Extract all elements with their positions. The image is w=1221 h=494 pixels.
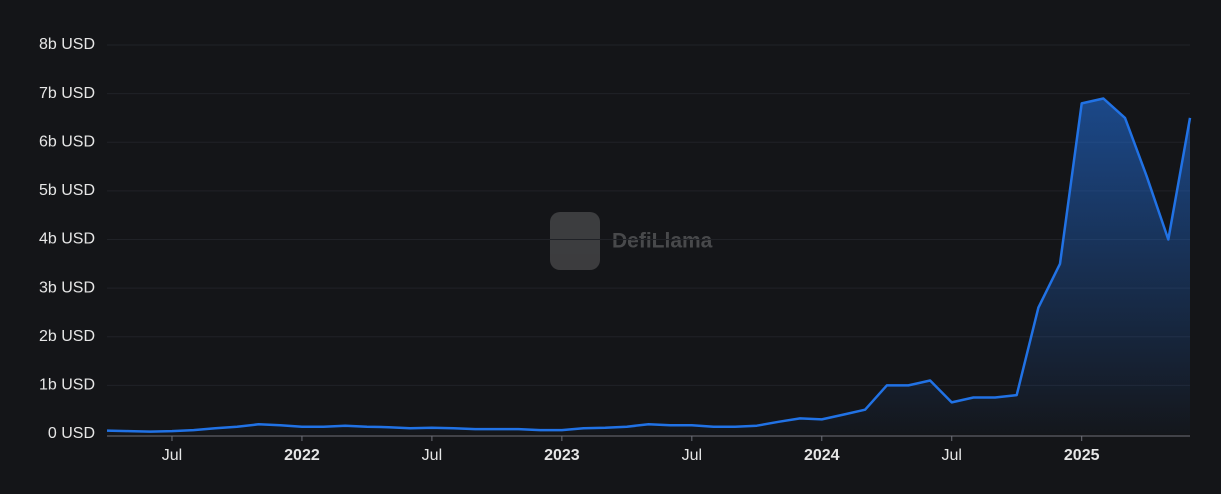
y-tick-label: 6b USD bbox=[39, 133, 95, 150]
x-tick-label: 2025 bbox=[1064, 447, 1100, 464]
y-tick-label: 7b USD bbox=[39, 85, 95, 102]
x-tick-label: 2022 bbox=[284, 447, 320, 464]
y-tick-label: 0 USD bbox=[48, 425, 95, 442]
watermark-logo bbox=[550, 212, 600, 270]
x-tick-label: 2024 bbox=[804, 447, 840, 464]
x-tick-label: Jul bbox=[422, 447, 442, 464]
y-tick-label: 1b USD bbox=[39, 377, 95, 394]
y-tick-label: 2b USD bbox=[39, 328, 95, 345]
area-fill bbox=[107, 98, 1190, 434]
watermark-text: DefiLlama bbox=[612, 230, 713, 253]
x-tick-label: Jul bbox=[162, 447, 182, 464]
x-tick-label: Jul bbox=[942, 447, 962, 464]
y-tick-label: 3b USD bbox=[39, 279, 95, 296]
y-tick-label: 8b USD bbox=[39, 36, 95, 53]
y-tick-label: 5b USD bbox=[39, 182, 95, 199]
watermark: DefiLlama bbox=[550, 212, 713, 270]
line bbox=[106, 97, 1192, 433]
x-tick-label: Jul bbox=[682, 447, 702, 464]
y-tick-label: 4b USD bbox=[39, 231, 95, 248]
x-tick-label: 2023 bbox=[544, 447, 580, 464]
